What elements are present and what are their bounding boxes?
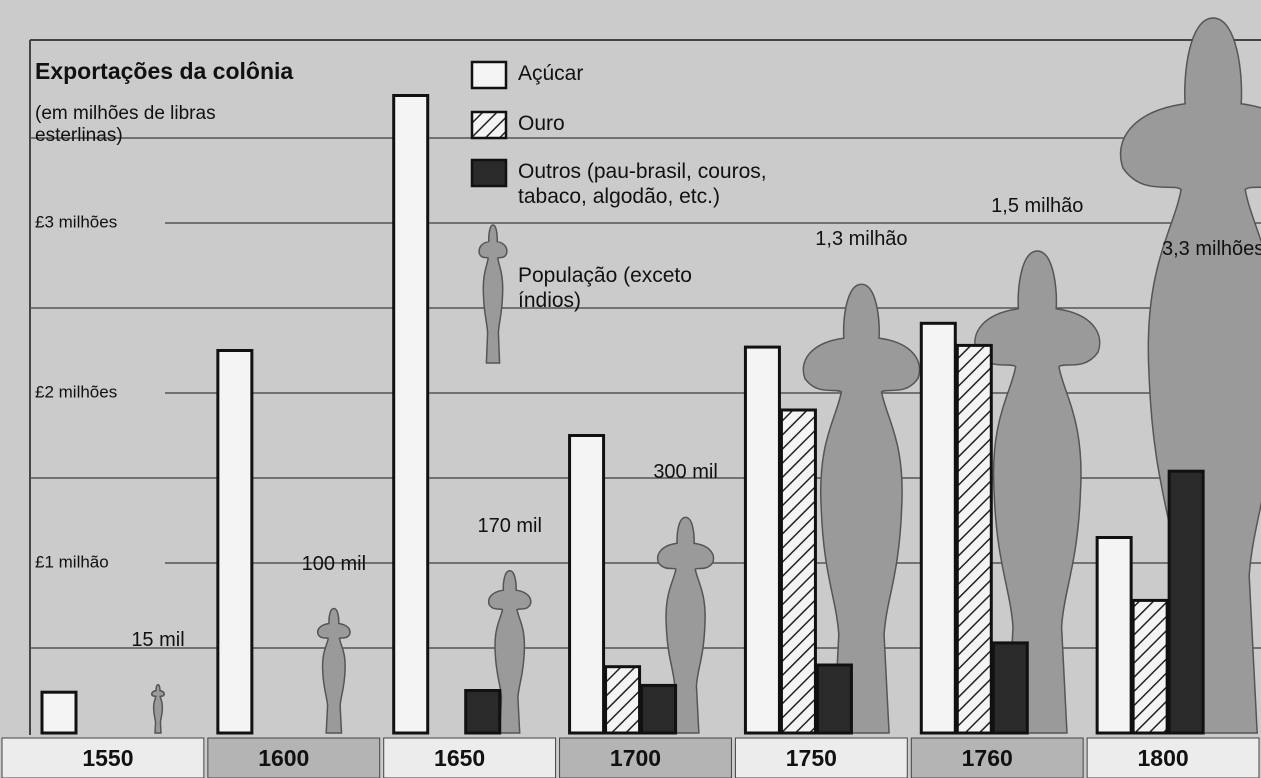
population-label: 1,5 milhão <box>982 195 1092 217</box>
population-label: 15 mil <box>103 629 213 651</box>
y-tick-label: £2 milhões <box>35 382 117 401</box>
chart-title: Exportações da colônia <box>35 58 293 84</box>
x-tick-label: 1550 <box>82 745 133 771</box>
x-tick-label: 1650 <box>434 745 485 771</box>
bar <box>781 410 815 733</box>
x-tick-label: 1760 <box>962 745 1013 771</box>
population-label: 1,3 milhão <box>806 228 916 250</box>
population-label: 300 mil <box>631 461 741 483</box>
y-tick-label: £3 milhões <box>35 212 117 231</box>
population-label: 170 mil <box>455 515 565 537</box>
legend-label: Açúcar <box>518 61 718 86</box>
bar <box>42 692 76 733</box>
bar <box>745 347 779 733</box>
legend-swatch <box>472 62 506 88</box>
bar <box>921 323 955 733</box>
bar <box>394 96 428 734</box>
population-label: 100 mil <box>279 553 389 575</box>
legend-swatch <box>472 160 506 186</box>
population-label: 3,3 milhões <box>1158 238 1261 260</box>
legend-label: Outros (pau-brasil, couros, tabaco, algo… <box>518 159 768 209</box>
bar <box>1133 600 1167 733</box>
x-tick-label: 1800 <box>1137 745 1188 771</box>
legend-swatch <box>472 112 506 138</box>
bar <box>570 436 604 734</box>
bar <box>466 691 500 734</box>
y-tick-label: £1 milhão <box>35 552 109 571</box>
chart-subtitle: (em milhões de libras esterlinas) <box>35 103 265 147</box>
chart-page: £1 milhão £2 milhões £3 milhões Exportaçõe… <box>0 0 1261 778</box>
bar <box>606 667 640 733</box>
legend-label: População (exceto índios) <box>518 263 708 313</box>
legend-label: Ouro <box>518 111 718 136</box>
x-tick-label: 1600 <box>258 745 309 771</box>
x-tick-label: 1750 <box>786 745 837 771</box>
bar <box>957 345 991 733</box>
bar <box>1169 471 1203 733</box>
bar <box>817 665 851 733</box>
bar <box>642 685 676 733</box>
bar <box>993 643 1027 733</box>
x-tick-label: 1700 <box>610 745 661 771</box>
bar <box>1097 538 1131 734</box>
bar <box>218 351 252 734</box>
